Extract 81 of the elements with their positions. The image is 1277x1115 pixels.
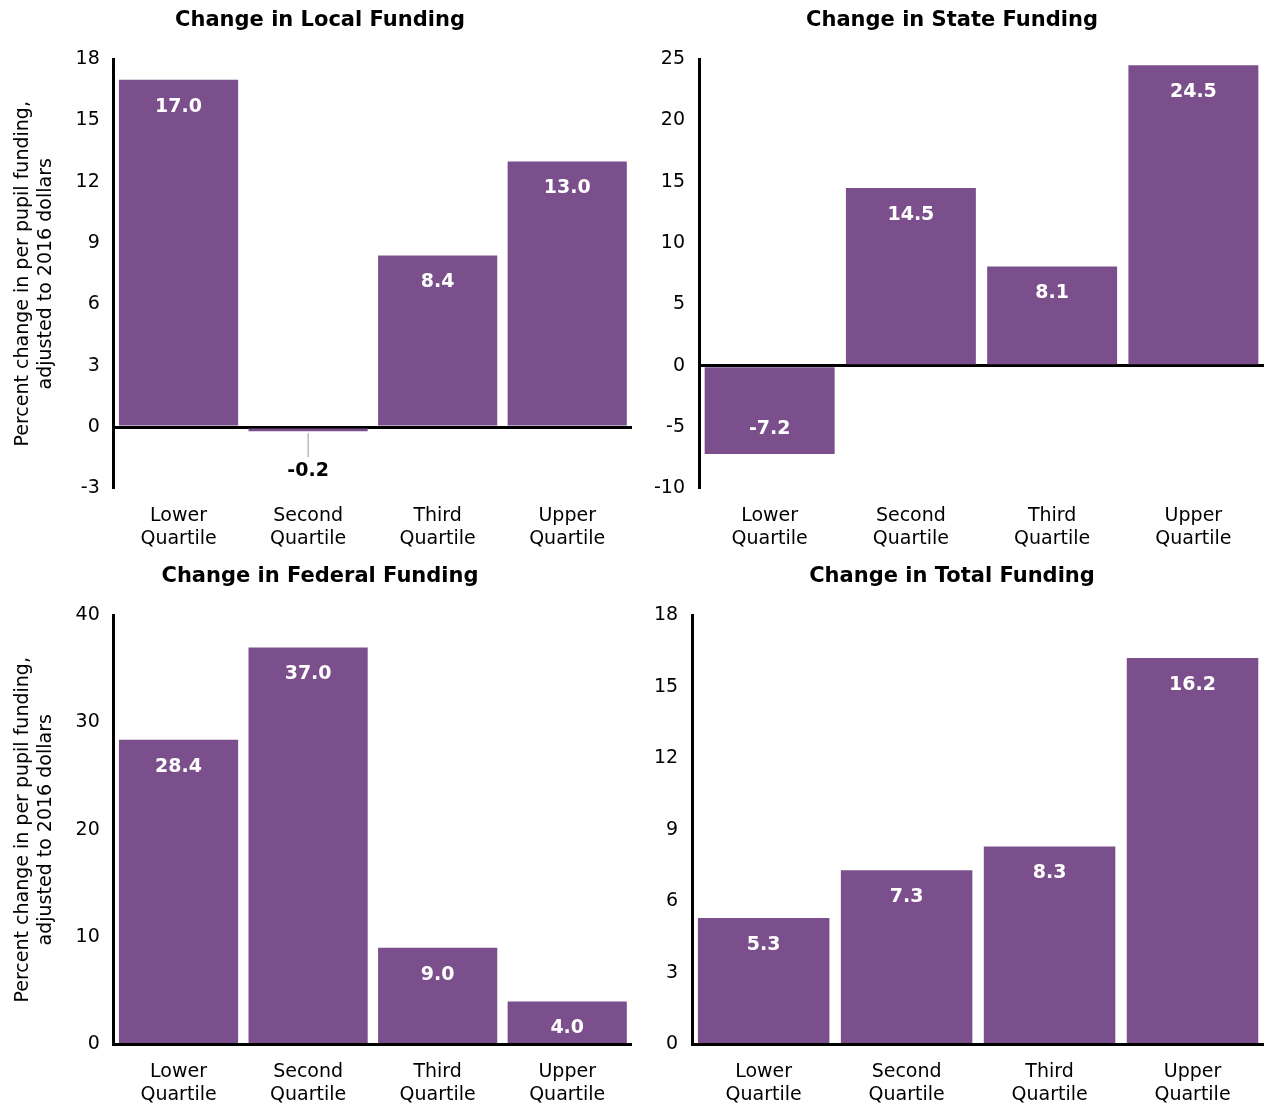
x-tick-label: Third Quartile [1011, 1058, 1088, 1104]
y-tick-label: 0 [666, 1031, 679, 1054]
x-tick-label: Upper Quartile [1154, 1058, 1231, 1104]
bar [118, 79, 239, 426]
y-tick-label: 5 [672, 291, 686, 314]
y-tick-label: 40 [75, 602, 100, 625]
bar [248, 647, 368, 1043]
y-tick-label: 30 [75, 709, 100, 732]
y-tick-label: 0 [87, 414, 100, 437]
y-tick-label: 15 [75, 107, 100, 130]
x-tick-label: Lower Quartile [731, 502, 808, 548]
y-tick-label: -3 [80, 475, 100, 498]
y-tick-label: 0 [87, 1031, 100, 1054]
y-tick-label: 15 [660, 168, 686, 191]
y-tick-label: 10 [660, 230, 686, 253]
y-tick-label: 6 [87, 291, 100, 314]
bar [697, 918, 830, 1043]
x-tick-label: Lower Quartile [140, 502, 217, 548]
y-tick-label: 20 [660, 107, 686, 130]
data-label: -0.2 [287, 458, 329, 481]
x-tick-label: Third Quartile [399, 1058, 476, 1104]
bar [378, 255, 498, 426]
x-tick-label: Second Quartile [868, 1058, 945, 1104]
chart-title: Change in State Funding [806, 7, 1098, 32]
bar [1128, 65, 1259, 365]
bar [840, 870, 973, 1043]
y-tick-label: 12 [75, 168, 100, 191]
data-label: 24.5 [1169, 79, 1217, 102]
data-label: -7.2 [748, 416, 791, 438]
data-label: 13.0 [543, 175, 591, 198]
chart-title: Change in Federal Funding [161, 563, 479, 588]
x-tick-label: Lower Quartile [140, 1058, 217, 1104]
y-tick-label: -10 [653, 475, 686, 498]
x-tick-label: Third Quartile [399, 502, 476, 548]
y-axis-title: Percent change in per pupil funding, adjusted to 2016 dollars [10, 657, 56, 1003]
x-tick-label: Second Quartile [270, 502, 347, 548]
bar [507, 161, 627, 426]
bar [507, 1001, 627, 1043]
data-label: 5.3 [746, 931, 781, 954]
bar [983, 846, 1116, 1043]
data-label: 8.1 [1035, 280, 1069, 303]
data-label: 9.0 [420, 961, 455, 984]
bar [987, 266, 1118, 365]
y-tick-label: 9 [87, 230, 100, 253]
chart-title: Change in Local Funding [175, 7, 465, 32]
data-label: 37.0 [284, 661, 332, 684]
data-label: 8.4 [420, 269, 455, 292]
y-tick-label: 25 [660, 46, 686, 69]
y-tick-label: 18 [653, 602, 679, 625]
x-tick-label: Second Quartile [270, 1058, 347, 1104]
y-tick-label: -5 [666, 414, 686, 437]
x-tick-label: Second Quartile [872, 502, 949, 548]
y-tick-label: 15 [653, 673, 679, 696]
data-label: 7.3 [889, 884, 924, 907]
y-axis-title: Percent change in per pupil funding, adjusted to 2016 dollars [10, 101, 56, 447]
data-label: 8.3 [1032, 860, 1067, 883]
data-label: 4.0 [550, 1015, 585, 1038]
bar [845, 187, 976, 365]
bar [1126, 658, 1259, 1043]
data-label: 17.0 [155, 93, 202, 116]
data-label: 14.5 [887, 201, 935, 224]
x-tick-label: Upper Quartile [529, 1058, 606, 1104]
y-tick-label: 3 [87, 352, 100, 375]
bar [378, 947, 498, 1043]
y-tick-label: 6 [666, 888, 679, 911]
chart-title: Change in Total Funding [809, 563, 1095, 588]
x-tick-label: Upper Quartile [1155, 502, 1232, 548]
y-tick-label: 12 [653, 745, 679, 768]
y-tick-label: 0 [672, 352, 686, 375]
y-tick-label: 18 [75, 46, 100, 69]
x-tick-label: Lower Quartile [725, 1058, 802, 1104]
y-tick-label: 10 [75, 924, 100, 947]
bar [704, 367, 835, 455]
bar [118, 739, 239, 1043]
y-tick-label: 9 [666, 816, 679, 839]
y-tick-label: 3 [666, 959, 679, 982]
x-tick-label: Upper Quartile [529, 502, 606, 548]
data-label: 16.2 [1169, 672, 1216, 695]
x-tick-label: Third Quartile [1014, 502, 1091, 548]
data-label: 28.4 [155, 753, 202, 776]
y-tick-label: 20 [75, 816, 100, 839]
